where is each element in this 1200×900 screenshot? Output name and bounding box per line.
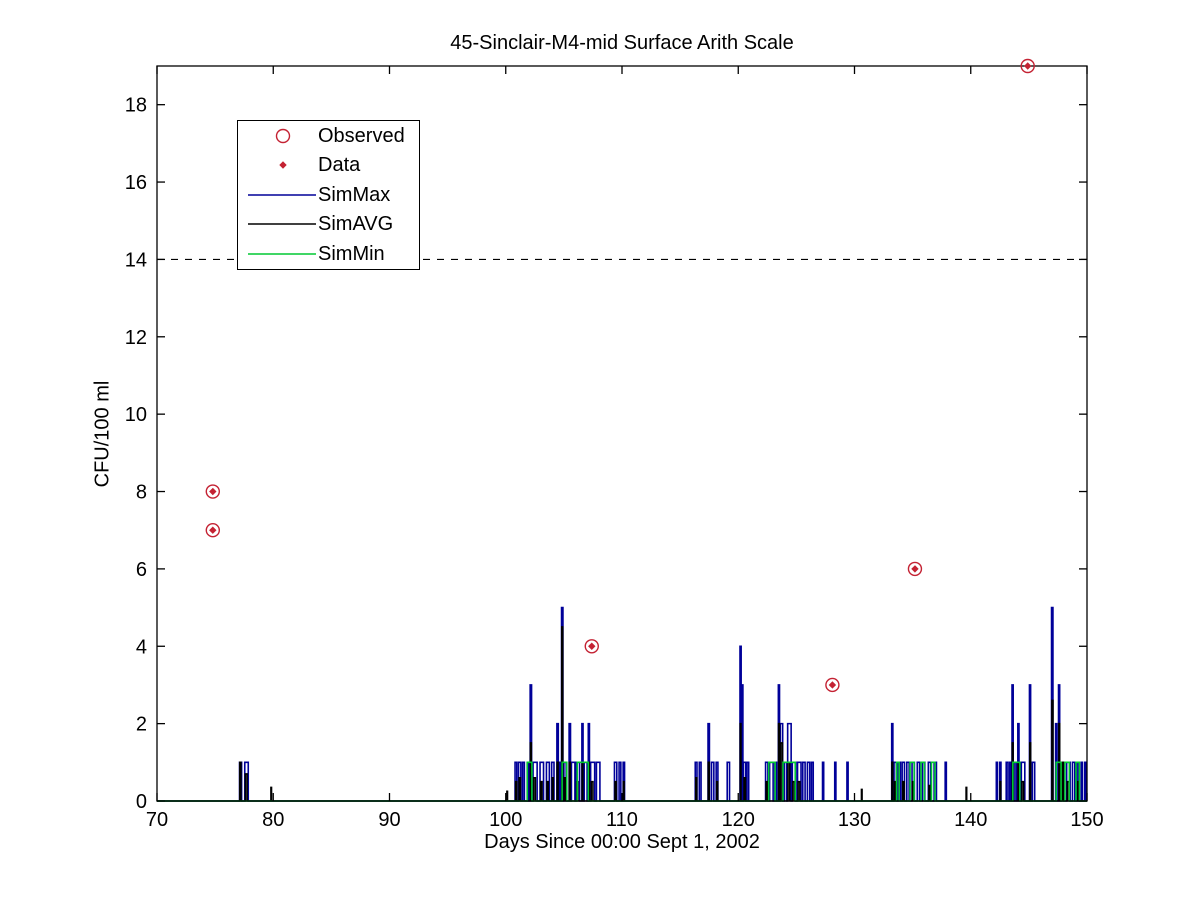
y-tick-label: 18 xyxy=(125,95,147,117)
legend-label: Observed xyxy=(318,124,405,147)
axis-tick-labels: 70 80 90 100 110 120 130 140 150 0 2 4 6 8 10 12 14 16 18 xyxy=(125,95,1104,831)
simulation-series-lines xyxy=(157,606,1087,802)
legend-dot-swatch xyxy=(279,161,287,169)
observed-marker xyxy=(584,639,599,654)
y-tick-label: 2 xyxy=(136,714,147,736)
y-tick-label: 8 xyxy=(136,482,147,504)
data-point-marker xyxy=(209,487,217,496)
data-point-marker xyxy=(1024,62,1032,70)
observed-data-markers xyxy=(205,58,1035,693)
x-tick-label: 100 xyxy=(489,809,522,831)
x-tick-label: 130 xyxy=(838,809,871,831)
observed-marker xyxy=(205,523,221,538)
y-tick-label: 14 xyxy=(125,249,147,271)
x-tick-label: 110 xyxy=(606,809,638,831)
x-tick-label: 90 xyxy=(378,809,400,831)
simavg-marker-icon xyxy=(248,223,316,226)
y-tick-label: 0 xyxy=(136,791,147,813)
simmax-marker-icon xyxy=(248,193,316,196)
y-tick-label: 12 xyxy=(125,327,147,349)
legend-circle-swatch xyxy=(275,128,291,143)
y-tick-label: 4 xyxy=(136,636,147,658)
observed-marker xyxy=(825,677,840,693)
x-tick-label: 70 xyxy=(146,809,168,831)
y-axis-label: CFU/100 ml xyxy=(91,380,114,488)
legend-item-simmax: SimMax xyxy=(238,180,419,210)
data-marker-icon xyxy=(279,161,287,169)
series-simavg xyxy=(157,626,1087,802)
x-tick-label: 120 xyxy=(722,809,755,831)
legend-item-observed: Observed xyxy=(238,121,419,151)
data-point-marker xyxy=(588,642,596,650)
x-axis-label: Days Since 00:00 Sept 1, 2002 xyxy=(484,831,760,853)
chart-title: 45-Sinclair-M4-mid Surface Arith Scale xyxy=(450,32,794,54)
legend-label: SimAVG xyxy=(318,213,394,236)
legend-item-data: Data xyxy=(238,151,419,181)
data-point-marker xyxy=(911,565,919,573)
observed-marker-icon xyxy=(275,128,291,143)
legend-label: Data xyxy=(318,154,361,177)
legend-label: SimMin xyxy=(318,242,385,265)
y-tick-label: 16 xyxy=(125,172,147,194)
x-tick-label: 140 xyxy=(954,809,987,831)
data-point-marker xyxy=(828,681,837,689)
simmin-marker-icon xyxy=(248,252,316,255)
y-tick-label: 10 xyxy=(125,404,147,426)
legend-item-simavg: SimAVG xyxy=(238,210,419,240)
observed-marker xyxy=(205,484,221,499)
axis-ticks xyxy=(156,66,1088,802)
y-tick-label: 6 xyxy=(136,559,147,581)
legend-box: Observed Data SimMax SimAVG SimMin xyxy=(237,120,420,270)
x-tick-label: 80 xyxy=(262,809,284,831)
legend-label: SimMax xyxy=(318,183,391,206)
x-tick-label: 150 xyxy=(1070,809,1103,831)
series-simmax xyxy=(157,606,1087,802)
data-point-marker xyxy=(209,526,217,534)
legend-item-simmin: SimMin xyxy=(238,239,419,269)
observed-marker xyxy=(907,561,923,577)
observed-marker xyxy=(1020,58,1035,74)
